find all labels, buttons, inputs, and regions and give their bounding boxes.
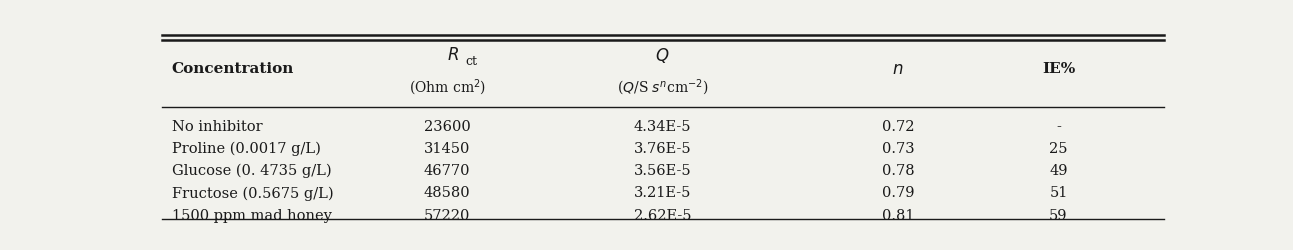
Text: 3.76E-5: 3.76E-5 [634,142,692,155]
Text: Fructose (0.5675 g/L): Fructose (0.5675 g/L) [172,186,334,200]
Text: 0.72: 0.72 [882,119,914,133]
Text: $\mathit{R}$: $\mathit{R}$ [447,46,459,64]
Text: 0.78: 0.78 [882,164,914,177]
Text: 31450: 31450 [424,142,471,155]
Text: ($Q$/S $s^{n}$cm$^{-2}$): ($Q$/S $s^{n}$cm$^{-2}$) [617,78,709,98]
Text: 4.34E-5: 4.34E-5 [634,119,692,133]
Text: 1500 ppm mad honey: 1500 ppm mad honey [172,208,331,222]
Text: IE%: IE% [1042,62,1074,76]
Text: 57220: 57220 [424,208,471,222]
Text: -: - [1056,119,1062,133]
Text: 51: 51 [1050,186,1068,200]
Text: $\mathit{n}$: $\mathit{n}$ [892,60,904,78]
Text: (Ohm cm$^{2}$): (Ohm cm$^{2}$) [409,78,486,98]
Text: $\mathit{Q}$: $\mathit{Q}$ [656,46,670,64]
Text: 3.21E-5: 3.21E-5 [634,186,692,200]
Text: 48580: 48580 [424,186,471,200]
Text: 0.73: 0.73 [882,142,914,155]
Text: 0.81: 0.81 [882,208,914,222]
Text: 49: 49 [1049,164,1068,177]
Text: 25: 25 [1049,142,1068,155]
Text: Glucose (0. 4735 g/L): Glucose (0. 4735 g/L) [172,163,331,178]
Text: 46770: 46770 [424,164,471,177]
Text: 23600: 23600 [424,119,471,133]
Text: Proline (0.0017 g/L): Proline (0.0017 g/L) [172,141,321,156]
Text: 2.62E-5: 2.62E-5 [634,208,692,222]
Text: 59: 59 [1049,208,1068,222]
Text: 3.56E-5: 3.56E-5 [634,164,692,177]
Text: No inhibitor: No inhibitor [172,119,262,133]
Text: ct: ct [465,54,477,67]
Text: 0.79: 0.79 [882,186,914,200]
Text: Concentration: Concentration [172,62,294,76]
